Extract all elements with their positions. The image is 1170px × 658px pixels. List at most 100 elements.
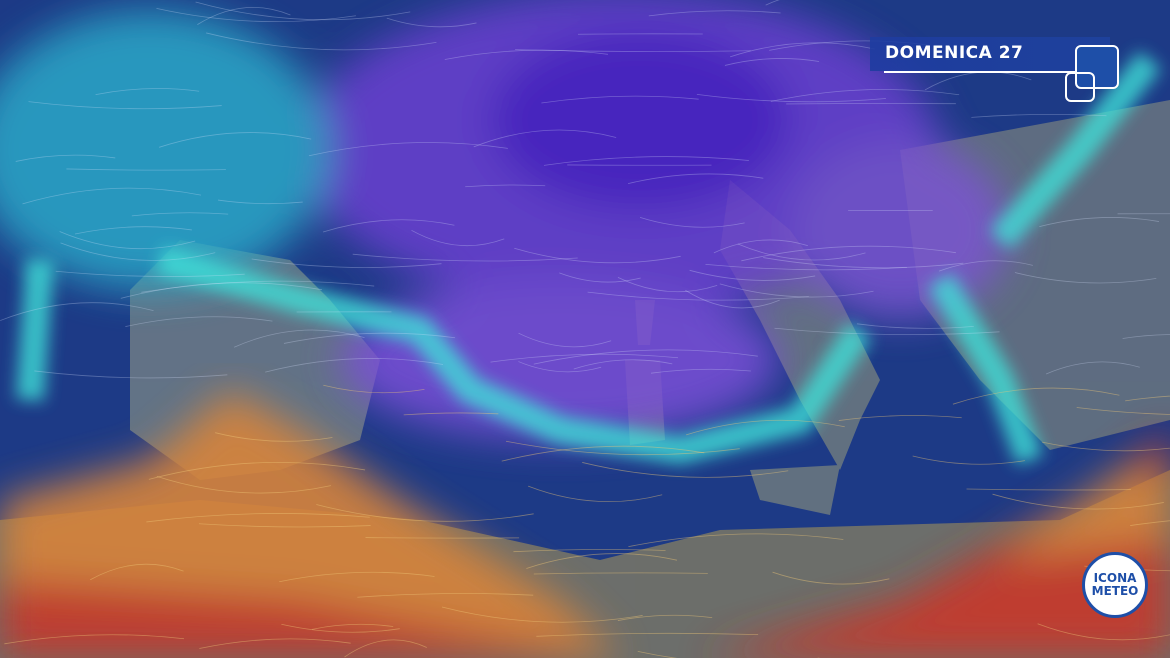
streamline	[838, 415, 962, 421]
streamline	[912, 455, 1025, 465]
streamline	[628, 173, 764, 184]
streamline	[55, 270, 245, 277]
logo-line2: METEO	[1091, 584, 1139, 598]
streamline	[322, 219, 455, 233]
streamline	[206, 32, 437, 51]
streamline	[125, 316, 273, 328]
streamline	[713, 239, 808, 254]
streamline	[386, 17, 477, 28]
streamline	[514, 247, 681, 264]
streamline	[197, 7, 291, 25]
streamline	[719, 283, 874, 298]
streamline	[741, 245, 956, 262]
streamline	[518, 332, 612, 348]
streamline	[737, 243, 866, 261]
streamline	[283, 332, 456, 344]
streamline	[770, 89, 960, 102]
header-bar	[870, 37, 1110, 71]
streamline	[265, 358, 444, 373]
streamline	[587, 291, 809, 301]
streamline	[490, 353, 679, 363]
streamline	[971, 113, 1107, 118]
streamline	[74, 226, 192, 235]
streamline	[1125, 395, 1170, 402]
streamline	[617, 277, 718, 293]
streamline	[513, 549, 666, 553]
header-underline	[884, 71, 1079, 73]
streamline	[528, 485, 663, 503]
streamline	[365, 537, 520, 539]
streamline	[856, 323, 974, 329]
streamline	[473, 129, 617, 148]
streamline	[685, 289, 780, 309]
brand-logo: ICONA METEO	[1082, 552, 1148, 618]
header-title: DOMENICA 27	[885, 43, 1024, 63]
streamline	[411, 229, 505, 247]
decor-square-icon	[1075, 45, 1119, 89]
streamline	[1014, 272, 1157, 284]
streamline	[156, 475, 332, 494]
streamline	[0, 302, 154, 321]
streamline	[533, 349, 758, 365]
streamline	[705, 263, 907, 271]
streamline	[772, 571, 890, 585]
streamline	[1037, 623, 1170, 641]
streamline	[34, 370, 228, 379]
streamline	[215, 432, 333, 442]
streamline	[1130, 520, 1170, 526]
streamline	[966, 488, 1131, 491]
streamline	[444, 49, 608, 60]
streamline	[403, 412, 499, 416]
streamline	[90, 563, 184, 581]
date-header: DOMENICA 27	[870, 37, 1120, 102]
streamline	[765, 0, 780, 6]
decor-square-outline-icon	[1065, 72, 1095, 102]
streamline	[146, 513, 370, 523]
streamline	[617, 614, 713, 621]
streamline	[938, 260, 1033, 272]
streamline	[95, 88, 200, 96]
streamline	[217, 199, 303, 205]
streamline	[279, 571, 435, 583]
streamline	[4, 634, 185, 645]
streamline	[536, 632, 759, 637]
streamline	[526, 553, 678, 569]
streamline	[689, 269, 816, 281]
streamline	[573, 359, 673, 370]
streamline	[639, 217, 745, 228]
streamline	[505, 440, 740, 456]
streamline	[441, 606, 643, 623]
streamline	[1122, 334, 1170, 339]
streamline	[541, 95, 699, 104]
streamline	[311, 623, 394, 630]
streamline	[501, 445, 705, 462]
streamline	[131, 212, 229, 217]
streamline	[15, 154, 116, 162]
streamline	[22, 187, 202, 205]
streamline	[60, 242, 216, 261]
streamline	[195, 1, 411, 21]
streamline	[648, 10, 781, 17]
streamline	[141, 280, 375, 293]
streamline	[518, 361, 602, 373]
streamline	[559, 272, 641, 283]
streamline	[533, 572, 708, 575]
streamline	[628, 533, 844, 548]
streamline	[992, 493, 1164, 510]
streamline	[281, 623, 400, 633]
streamline	[148, 461, 366, 480]
streamline	[724, 58, 820, 66]
streamline	[952, 387, 1120, 405]
streamline	[156, 7, 356, 23]
streamline	[729, 42, 875, 58]
streamline	[198, 523, 371, 528]
streamline	[696, 93, 886, 103]
streamline	[251, 258, 442, 268]
logo-line1: ICONA	[1093, 571, 1137, 585]
cold-air-mass	[0, 0, 1010, 440]
streamline	[650, 368, 751, 374]
streamline	[357, 593, 534, 598]
streamline	[515, 49, 751, 53]
streamline	[308, 142, 508, 157]
